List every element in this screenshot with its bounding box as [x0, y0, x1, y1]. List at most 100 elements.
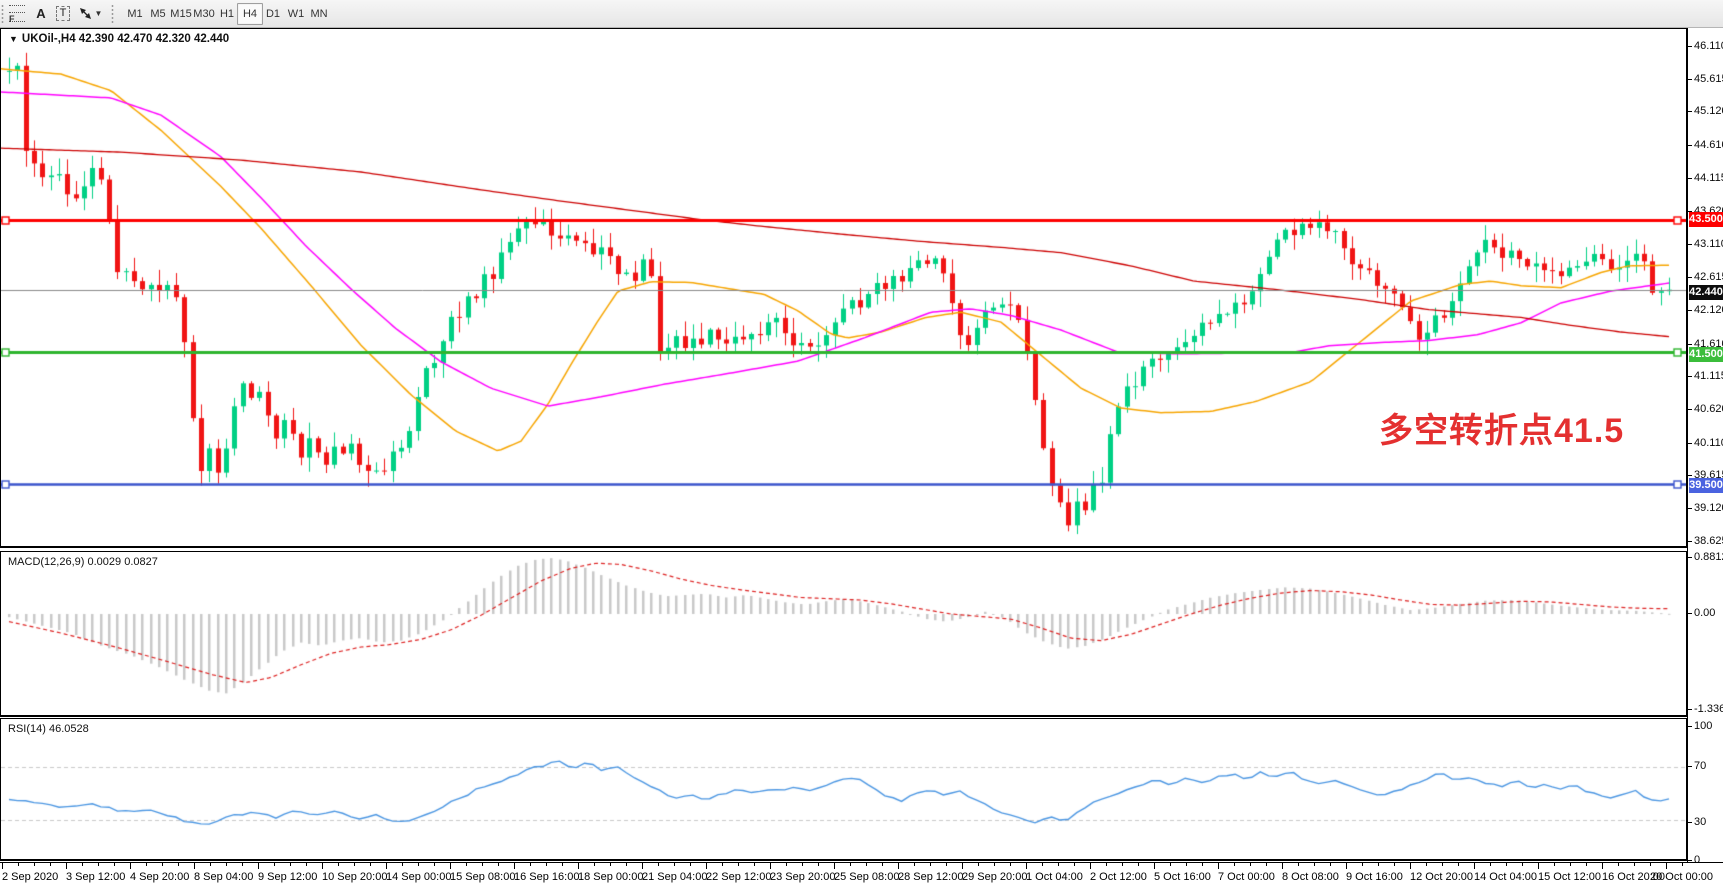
- time-axis-minor-tick: [1330, 863, 1331, 866]
- price-axis-tick: [1688, 613, 1692, 614]
- time-axis-minor-tick: [562, 863, 563, 866]
- timeframe-toolbar-grip[interactable]: [110, 4, 115, 23]
- timeframe-button-mn[interactable]: MN: [310, 8, 328, 20]
- time-axis-label: 1 Oct 04:00: [1026, 871, 1083, 883]
- price-axis-label: 0.8812: [1694, 551, 1723, 563]
- arrows-icon: [79, 7, 91, 19]
- time-axis-minor-tick: [674, 863, 675, 866]
- time-axis-minor-tick: [1138, 863, 1139, 866]
- time-axis-minor-tick: [34, 863, 35, 866]
- time-axis-minor-tick: [850, 863, 851, 866]
- time-axis-major-tick: [1282, 863, 1283, 869]
- price-tag-42.440: 42.440: [1689, 285, 1723, 300]
- price-axis-label: 42.120: [1694, 304, 1723, 316]
- price-axis-tick: [1688, 376, 1692, 377]
- time-axis-minor-tick: [466, 863, 467, 866]
- time-axis-label: 15 Sep 08:00: [450, 871, 516, 883]
- rsi-panel: RSI(14) 46.0528: [0, 718, 1687, 861]
- time-axis-minor-tick: [1234, 863, 1235, 866]
- time-axis-minor-tick: [1378, 863, 1379, 866]
- price-axis[interactable]: 46.11045.61545.12044.61044.11543.62043.1…: [1687, 28, 1723, 866]
- price-axis-tick: [1688, 244, 1692, 245]
- time-axis-minor-tick: [226, 863, 227, 866]
- text-tool-button[interactable]: A: [30, 2, 52, 24]
- timeframe-button-m1[interactable]: M1: [127, 8, 143, 20]
- arrows-tool-button[interactable]: ▼: [76, 2, 104, 24]
- time-axis-label: 25 Sep 08:00: [834, 871, 900, 883]
- price-chart-canvas[interactable]: [1, 29, 1686, 546]
- time-axis-major-tick: [1538, 863, 1539, 869]
- timeframe-button-d1[interactable]: D1: [265, 8, 281, 20]
- price-axis-label: 44.115: [1694, 172, 1723, 184]
- ohlc-close: 42.440: [193, 33, 230, 45]
- timeframe-button-m15[interactable]: M15: [170, 8, 192, 20]
- time-axis-minor-tick: [626, 863, 627, 866]
- ohlc-high: 42.470: [117, 33, 153, 45]
- time-axis-minor-tick: [1298, 863, 1299, 866]
- time-axis-minor-tick: [146, 863, 147, 866]
- time-axis-major-tick: [1090, 863, 1091, 869]
- time-axis-minor-tick: [738, 863, 739, 866]
- timeframe-button-w1[interactable]: W1: [287, 8, 305, 20]
- symbol-dropdown-icon[interactable]: ▼: [9, 34, 18, 44]
- price-axis-label: 0.00: [1694, 607, 1716, 619]
- rsi-canvas[interactable]: [1, 719, 1686, 859]
- price-axis-tick: [1688, 145, 1692, 146]
- macd-canvas[interactable]: [1, 552, 1686, 715]
- price-axis-tick: [1688, 557, 1692, 558]
- time-axis-major-tick: [1666, 863, 1667, 869]
- timeframe-button-h1[interactable]: H1: [219, 8, 235, 20]
- macd-signal-value: 0.0827: [124, 556, 158, 568]
- price-axis-tick: [1688, 310, 1692, 311]
- time-axis-minor-tick: [50, 863, 51, 866]
- time-axis-minor-tick: [1122, 863, 1123, 866]
- time-axis-minor-tick: [1570, 863, 1571, 866]
- time-axis-major-tick: [578, 863, 579, 869]
- price-tag-41.500: 41.500: [1689, 347, 1723, 362]
- timeframe-button-h4[interactable]: H4: [237, 3, 263, 25]
- rsi-label: RSI(14) 46.0528: [8, 723, 89, 735]
- time-axis-major-tick: [898, 863, 899, 869]
- price-axis-tick: [1688, 178, 1692, 179]
- fibonacci-tool-button[interactable]: F: [6, 2, 28, 24]
- time-axis-label: 5 Oct 16:00: [1154, 871, 1211, 883]
- price-axis-tick: [1688, 726, 1692, 727]
- time-axis-minor-tick: [1650, 863, 1651, 866]
- time-axis-major-tick: [1602, 863, 1603, 869]
- time-axis-label: 7 Oct 00:00: [1218, 871, 1275, 883]
- text-label-tool-button[interactable]: T: [52, 2, 74, 24]
- time-axis-minor-tick: [1394, 863, 1395, 866]
- time-axis-minor-tick: [498, 863, 499, 866]
- time-axis-major-tick: [962, 863, 963, 869]
- timeframe-button-m5[interactable]: M5: [150, 8, 166, 20]
- time-axis-major-tick: [706, 863, 707, 869]
- price-axis-tick: [1688, 111, 1692, 112]
- price-axis-label: 44.610: [1694, 139, 1723, 151]
- time-axis[interactable]: 2 Sep 2020 3 Sep 12:00 4 Sep 20:00 8 Sep 04…: [0, 862, 1723, 893]
- time-axis-minor-tick: [914, 863, 915, 866]
- toolbar-grip[interactable]: [0, 4, 5, 23]
- chart-annotation-text[interactable]: 多空转折点41.5: [1379, 412, 1625, 450]
- time-axis-minor-tick: [402, 863, 403, 866]
- text-label-icon: T: [55, 5, 71, 21]
- time-axis-minor-tick: [722, 863, 723, 866]
- ohlc-open: 42.390: [78, 33, 114, 45]
- ohlc-low: 42.320: [155, 33, 191, 45]
- time-axis-major-tick: [258, 863, 259, 869]
- timeframe-button-m30[interactable]: M30: [193, 8, 215, 20]
- time-axis-major-tick: [1218, 863, 1219, 869]
- price-axis-label: 40.110: [1694, 437, 1723, 449]
- time-axis-label: 3 Sep 12:00: [66, 871, 126, 883]
- time-axis-minor-tick: [114, 863, 115, 866]
- price-axis-label: 40.620: [1694, 403, 1723, 415]
- time-axis-label: 4 Sep 20:00: [130, 871, 190, 883]
- price-chart-panel: ▼ UKOil-,H4 42.390 42.470 42.320 42.440 多…: [0, 28, 1687, 548]
- time-axis-major-tick: [130, 863, 131, 869]
- price-axis-tick: [1688, 822, 1692, 823]
- time-axis-label: 8 Sep 04:00: [194, 871, 254, 883]
- time-axis-label: 2 Oct 12:00: [1090, 871, 1147, 883]
- price-axis-tick: [1688, 79, 1692, 80]
- price-axis-label: -1.3368: [1694, 703, 1723, 715]
- time-axis-minor-tick: [1490, 863, 1491, 866]
